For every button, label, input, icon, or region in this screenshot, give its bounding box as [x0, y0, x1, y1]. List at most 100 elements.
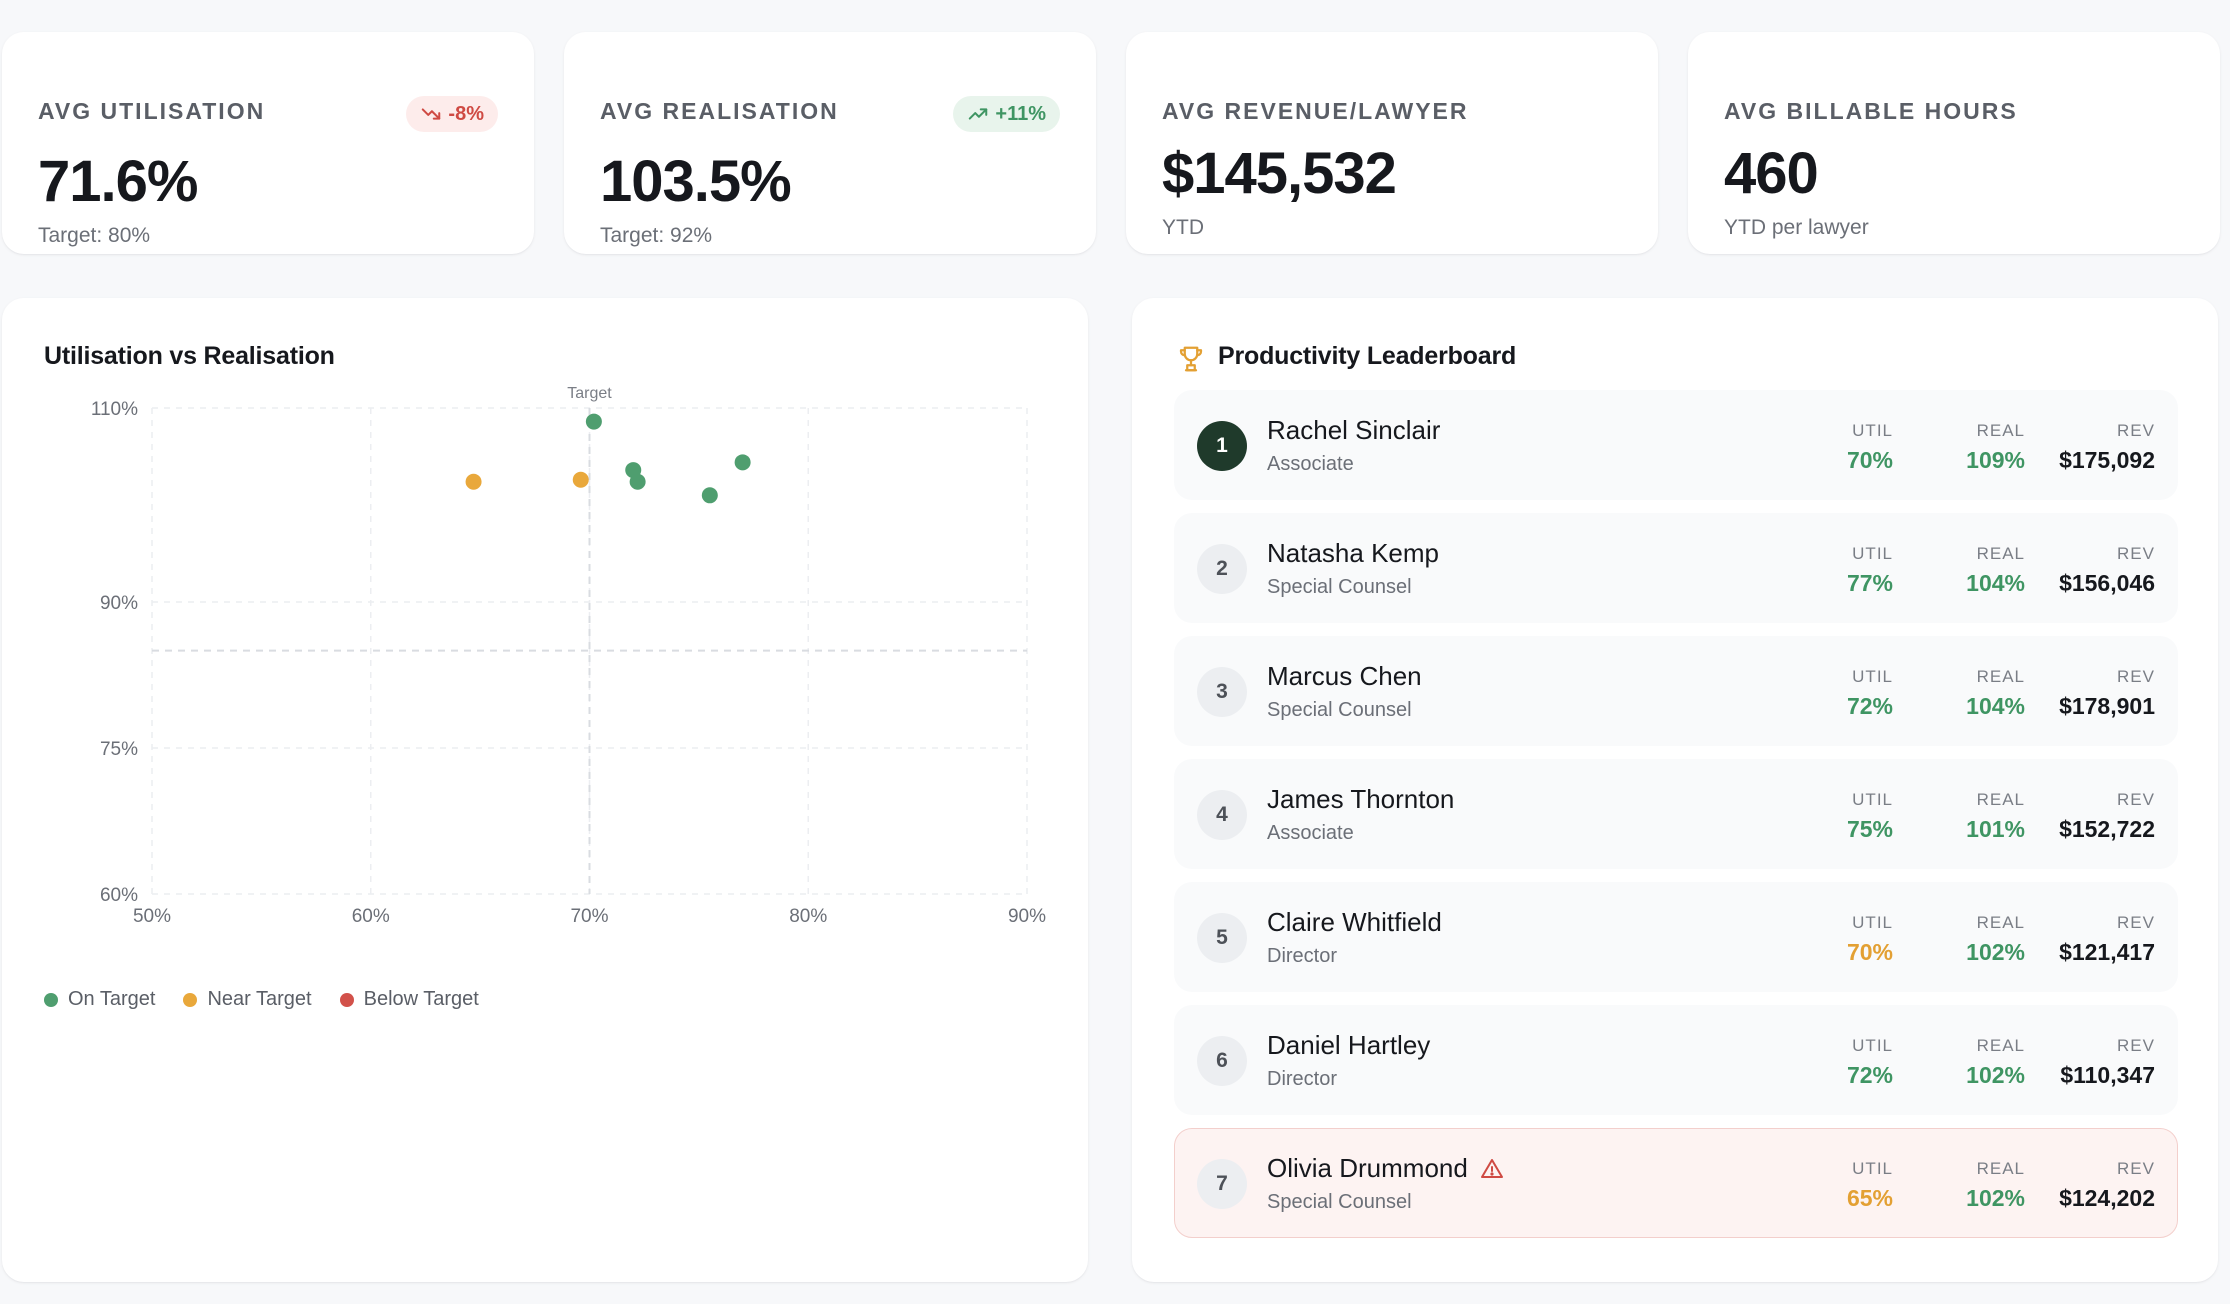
metric-util: UTIL 65%: [1847, 1159, 1893, 1212]
legend-label: On Target: [68, 988, 156, 1010]
leaderboard-row[interactable]: 5 Claire Whitfield Director UTIL 70% REAL 102%…: [1174, 882, 2178, 992]
data-point: [701, 487, 718, 504]
metric-rev: REV $152,722: [2059, 790, 2155, 843]
kpi-card-billable-hours: AVG BILLABLE HOURS 460 YTD per lawyer: [1688, 32, 2220, 254]
metric-value: $152,722: [2059, 816, 2155, 842]
lawyer-name: Marcus Chen: [1267, 661, 1422, 691]
metric-label: UTIL: [1852, 790, 1893, 809]
data-point: [629, 473, 646, 490]
metric-rev: REV $124,202: [2059, 1159, 2155, 1212]
lawyer-name: Natasha Kemp: [1267, 538, 1439, 568]
metric-value: 70%: [1846, 447, 1893, 473]
metric-label: UTIL: [1852, 1036, 1893, 1055]
x-tick-label: 50%: [133, 906, 171, 927]
metric-rev: REV $156,046: [2059, 544, 2155, 597]
metric-label: REAL: [1976, 667, 2025, 686]
leaderboard-title: Productivity Leaderboard: [1218, 342, 1517, 370]
metric-rev: REV $178,901: [2059, 667, 2155, 720]
metric-label: REV: [2117, 421, 2155, 440]
metric-label: REV: [2117, 1159, 2155, 1178]
metric-label: REV: [2117, 790, 2155, 809]
data-point: [572, 471, 589, 488]
metric-value: 70%: [1846, 939, 1893, 965]
metric-real: REAL 104%: [1966, 667, 2025, 720]
metric-value: 104%: [1966, 693, 2025, 719]
metric-value: 72%: [1846, 693, 1893, 719]
kpi-sub: Target: 92%: [600, 224, 713, 247]
leaderboard-row[interactable]: 2 Natasha Kemp Special Counsel UTIL 77% REAL 1…: [1174, 513, 2178, 623]
metric-util: UTIL 70%: [1847, 421, 1893, 474]
leaderboard-row[interactable]: 3 Marcus Chen Special Counsel UTIL 72% REAL 10…: [1174, 636, 2178, 746]
leaderboard-row[interactable]: 4 James Thornton Associate UTIL 75% REAL 101% R…: [1174, 759, 2178, 869]
metric-label: REV: [2117, 1036, 2155, 1055]
metric-label: REAL: [1976, 421, 2025, 440]
metric-value: 102%: [1966, 939, 2025, 965]
kpi-sub: YTD: [1162, 216, 1204, 239]
metric-label: REV: [2117, 667, 2155, 686]
kpi-label: AVG REALISATION: [600, 98, 839, 124]
leaderboard-row[interactable]: 7 Olivia Drummond Special Counsel UTIL 65% RE…: [1174, 1128, 2178, 1238]
legend-item-near-target: Near Target: [183, 988, 312, 1011]
metric-rev: REV $121,417: [2059, 913, 2155, 966]
lawyer-name-wrap: Olivia Drummond: [1267, 1153, 1504, 1184]
lawyer-role: Associate: [1267, 453, 1354, 475]
lawyer-name-wrap: Marcus Chen: [1267, 661, 1422, 692]
kpi-value: $145,532: [1162, 141, 1397, 206]
leaderboard-row[interactable]: 1 Rachel Sinclair Associate UTIL 70% REAL 109%…: [1174, 390, 2178, 500]
metric-value: $124,202: [2059, 1185, 2155, 1211]
metric-label: UTIL: [1852, 913, 1893, 932]
metric-util: UTIL 77%: [1847, 544, 1893, 597]
trend-up-icon: [969, 108, 988, 120]
chart-card: Utilisation vs Realisation Target 50% 60% 7…: [2, 298, 1088, 1282]
lawyer-name-wrap: Claire Whitfield: [1267, 907, 1442, 938]
x-tick-label: 60%: [352, 906, 390, 927]
rank-badge: 1: [1197, 421, 1247, 471]
x-tick-label: 90%: [1008, 906, 1046, 927]
chart-title: Utilisation vs Realisation: [44, 342, 335, 370]
metric-label: REAL: [1976, 544, 2025, 563]
metric-label: REAL: [1976, 1159, 2025, 1178]
lawyer-role: Special Counsel: [1267, 1191, 1412, 1213]
y-tick-label: 75%: [100, 739, 138, 760]
lawyer-role: Special Counsel: [1267, 576, 1412, 598]
metric-value: 102%: [1966, 1062, 2025, 1088]
metric-value: $178,901: [2059, 693, 2155, 719]
warning-icon: [1480, 1158, 1503, 1178]
trend-badge-value: +11%: [995, 102, 1046, 125]
metric-value: 77%: [1846, 570, 1893, 596]
trend-badge: +11%: [953, 96, 1060, 132]
data-point: [465, 473, 482, 490]
lawyer-name: Daniel Hartley: [1267, 1030, 1431, 1060]
metric-real: REAL 104%: [1966, 544, 2025, 597]
lawyer-name-wrap: Rachel Sinclair: [1267, 415, 1440, 446]
rank-badge: 4: [1197, 790, 1247, 840]
lawyer-name: James Thornton: [1267, 784, 1455, 814]
metric-real: REAL 102%: [1966, 1036, 2025, 1089]
kpi-label: AVG UTILISATION: [38, 98, 266, 124]
kpi-sub: Target: 80%: [38, 224, 151, 247]
leaderboard-card: Productivity Leaderboard 1 Rachel Sinclai…: [1132, 298, 2218, 1282]
metric-util: UTIL 75%: [1847, 790, 1893, 843]
metric-value: $156,046: [2059, 570, 2155, 596]
metric-label: UTIL: [1852, 667, 1893, 686]
metric-util: UTIL 72%: [1847, 1036, 1893, 1089]
leaderboard-row[interactable]: 6 Daniel Hartley Director UTIL 72% REAL 102% RE…: [1174, 1005, 2178, 1115]
metric-label: UTIL: [1852, 421, 1893, 440]
metric-label: REAL: [1976, 1036, 2025, 1055]
lawyer-name-wrap: Daniel Hartley: [1267, 1030, 1430, 1061]
metric-value: 102%: [1966, 1185, 2025, 1211]
lawyer-role: Special Counsel: [1267, 699, 1412, 721]
legend-item-below-target: Below Target: [339, 988, 479, 1011]
legend-dot: [339, 992, 354, 1007]
chart-legend: On Target Near Target Below Target: [44, 988, 479, 1011]
y-tick-label: 90%: [100, 593, 138, 614]
lawyer-role: Director: [1267, 945, 1338, 967]
rank-badge: 7: [1197, 1159, 1247, 1209]
trend-down-icon: [422, 108, 441, 120]
metric-value: 65%: [1846, 1185, 1893, 1211]
metric-label: UTIL: [1852, 1159, 1893, 1178]
metric-label: REAL: [1976, 913, 2025, 932]
metric-real: REAL 102%: [1966, 1159, 2025, 1212]
legend-label: Near Target: [207, 988, 312, 1010]
metric-value: 101%: [1966, 816, 2025, 842]
